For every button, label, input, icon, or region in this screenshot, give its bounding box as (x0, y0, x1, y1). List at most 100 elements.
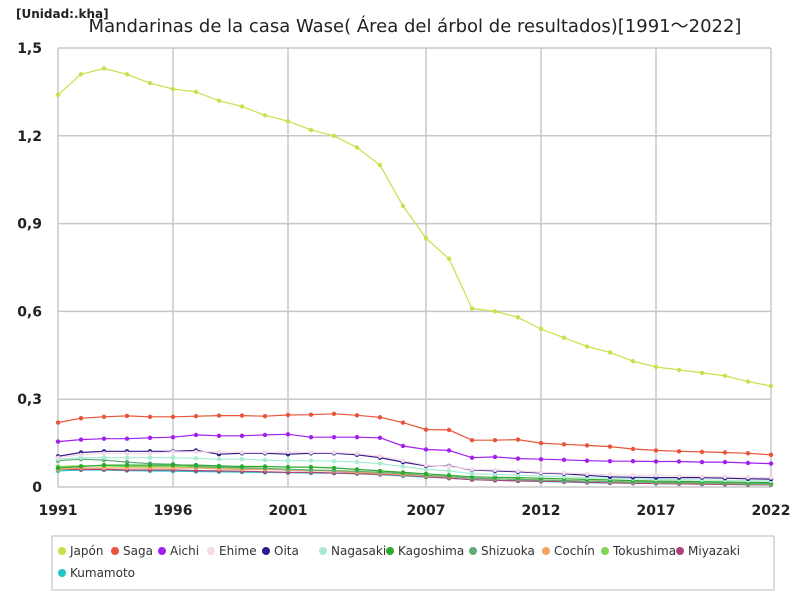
data-point (768, 475, 774, 480)
data-point (515, 437, 521, 442)
legend-item: Tokushima (601, 544, 676, 558)
data-point (308, 412, 314, 417)
legend-marker (319, 547, 327, 555)
legend-marker (262, 547, 270, 555)
data-point (676, 367, 682, 373)
data-point (492, 472, 498, 477)
legend-marker (207, 547, 215, 555)
data-point (377, 454, 383, 459)
data-point (101, 66, 107, 71)
data-point (745, 475, 751, 480)
x-tick-label: 2017 (637, 503, 676, 519)
legend-label: Tokushima (612, 544, 676, 558)
data-point (630, 359, 636, 364)
data-point (423, 236, 429, 241)
data-point (239, 104, 245, 109)
series-line (57, 464, 772, 484)
data-point (722, 373, 728, 378)
series-ehime (55, 449, 774, 480)
unit-label: [Unidad:.kha] (16, 7, 109, 21)
data-point (492, 454, 498, 460)
chart-title: Mandarinas de la casa Wase( Área del árb… (89, 15, 742, 37)
data-point (216, 463, 222, 469)
data-point (147, 414, 153, 419)
data-point (262, 414, 268, 419)
data-point (653, 459, 659, 464)
data-point (446, 473, 452, 478)
data-point (285, 432, 291, 437)
data-point (400, 458, 406, 463)
data-point (584, 443, 590, 448)
data-point (538, 440, 544, 446)
series-japón (55, 66, 774, 389)
data-point (377, 415, 383, 420)
data-point (561, 335, 567, 340)
data-point (446, 464, 452, 469)
data-point (538, 457, 544, 462)
x-tick-label: 2001 (269, 503, 308, 519)
data-point (124, 413, 130, 419)
data-point (768, 461, 774, 466)
legend-marker (58, 569, 66, 577)
data-point (492, 309, 498, 314)
data-point (561, 457, 567, 462)
data-point (469, 467, 475, 472)
legend-item: Saga (111, 544, 153, 558)
data-point (308, 458, 314, 463)
data-point (354, 435, 360, 440)
data-point (561, 442, 567, 447)
legend-item: Cochín (542, 544, 595, 558)
grid (57, 47, 772, 488)
data-point (561, 470, 567, 476)
legend-marker (386, 547, 394, 555)
data-point (78, 452, 84, 457)
data-point (308, 464, 314, 470)
series-layer (55, 66, 774, 488)
legend-label: Oita (274, 544, 299, 558)
data-point (722, 450, 728, 455)
data-point (78, 72, 84, 77)
legend-label: Miyazaki (688, 544, 740, 558)
data-point (446, 427, 452, 433)
series-line (57, 451, 772, 479)
data-point (239, 433, 245, 438)
data-point (193, 414, 199, 419)
legend-label: Kumamoto (70, 566, 135, 580)
data-point (446, 468, 452, 474)
data-point (239, 450, 245, 455)
data-point (768, 383, 774, 389)
data-point (331, 450, 337, 455)
y-tick-label: 1,2 (17, 129, 42, 145)
data-point (170, 462, 176, 468)
legend-marker (158, 547, 166, 555)
data-point (377, 468, 383, 474)
x-tick-label: 1996 (154, 503, 193, 519)
x-tick-label: 1991 (39, 503, 78, 519)
legend: Japón Saga Aichi Ehime Oita Nagasaki Kagoshima… (51, 535, 775, 591)
data-point (607, 444, 613, 449)
legend-marker (601, 547, 609, 555)
data-point (216, 449, 222, 455)
data-point (745, 379, 751, 384)
data-point (607, 459, 613, 464)
data-point (285, 458, 291, 463)
series-line (57, 449, 772, 480)
data-point (216, 98, 222, 103)
legend-marker (676, 547, 684, 555)
data-point (170, 86, 176, 92)
series-line (57, 413, 772, 456)
legend-frame (51, 535, 775, 591)
data-point (538, 326, 544, 332)
series-line (57, 433, 772, 465)
data-point (239, 413, 245, 418)
data-point (331, 459, 337, 464)
legend-item: Japón (58, 544, 103, 558)
data-point (101, 414, 107, 419)
data-point (331, 133, 337, 138)
data-point (331, 411, 337, 416)
y-tick-label: 0 (32, 480, 42, 496)
legend-item: Kagoshima (386, 544, 464, 558)
legend-item: Oita (262, 544, 299, 558)
legend-marker (58, 547, 66, 555)
data-point (170, 435, 176, 440)
